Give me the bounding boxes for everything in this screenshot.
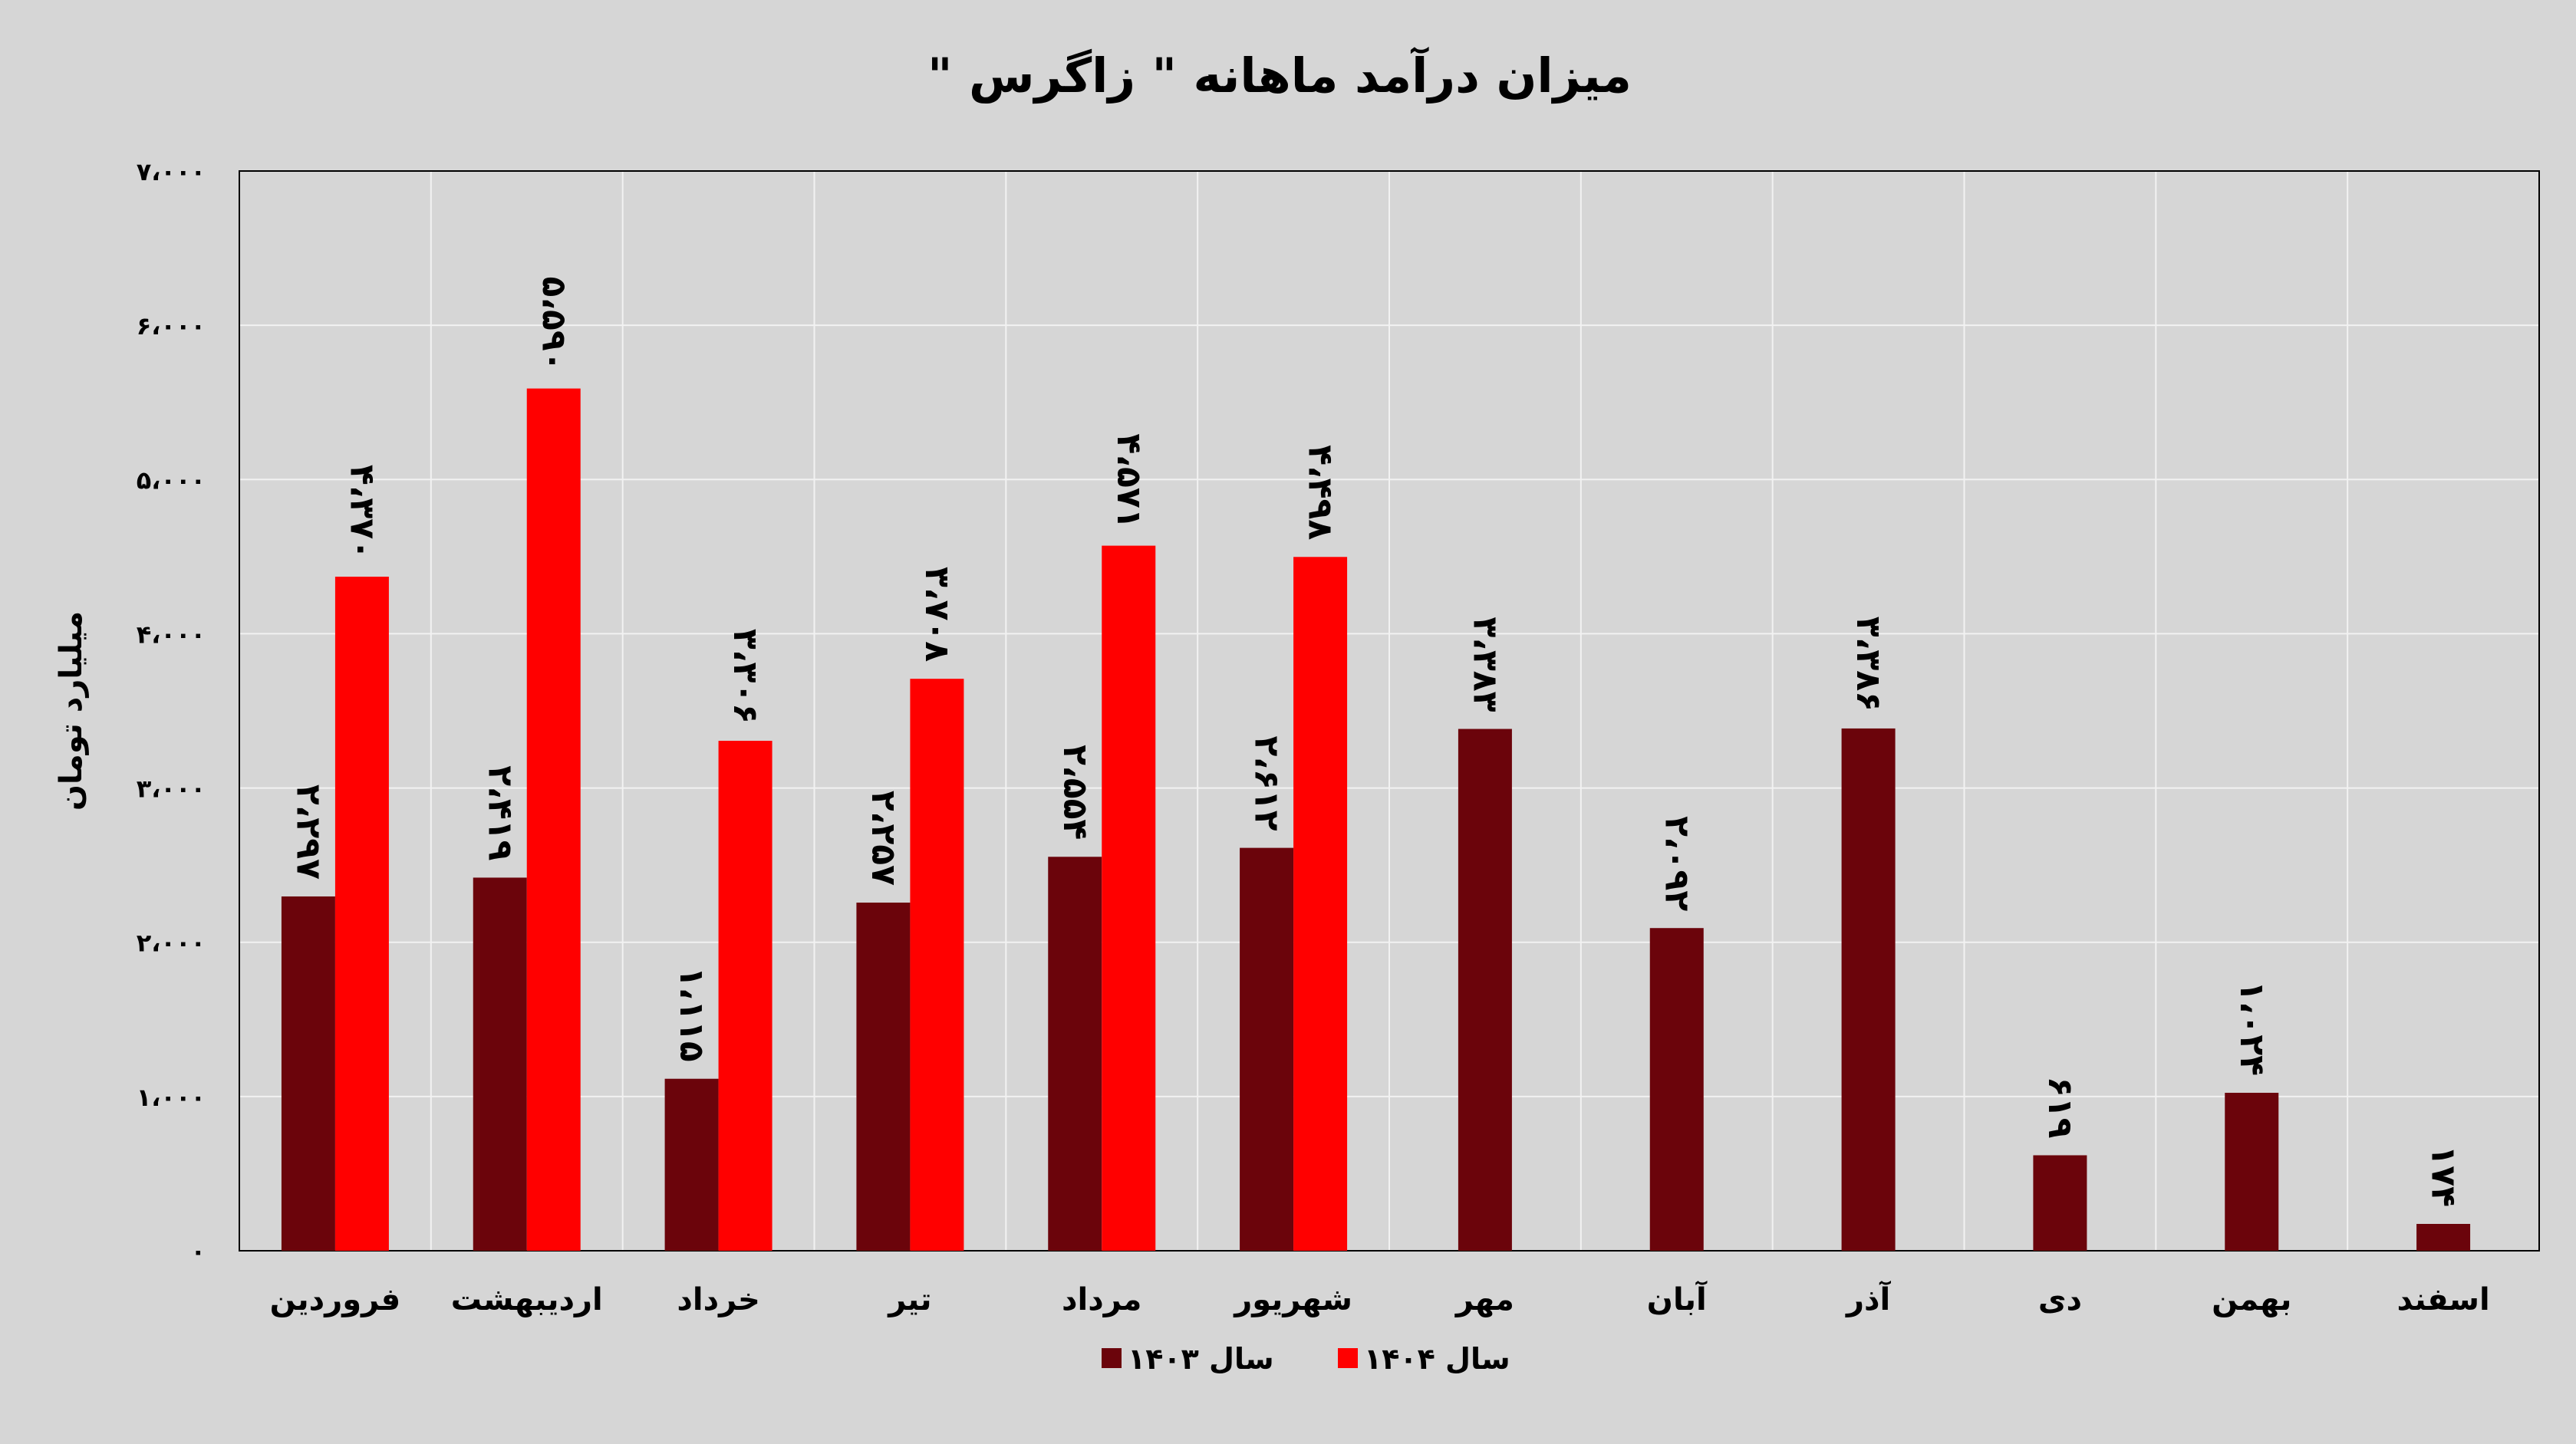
chart-title: میزان درآمد ماهانه " زاگرس " [927,46,1632,104]
bar [1841,728,1896,1251]
y-tick-label: ۱،۰۰۰ [137,1083,206,1112]
data-label: ۲،۲۹۷ [288,784,328,880]
y-tick-label: ۷،۰۰۰ [137,157,206,186]
x-tick-label: تیر [887,1282,931,1317]
x-tick-label: اسفند [2396,1282,2489,1317]
legend-swatch [1338,1348,1358,1368]
bar [526,388,581,1251]
data-label: ۱،۰۲۴ [2232,981,2271,1076]
plot-frame [239,170,2540,1252]
legend-label: سال ۱۴۰۴ [1364,1342,1510,1376]
bar [910,679,964,1251]
bar [2416,1224,2471,1251]
legend: سال ۱۴۰۴ سال ۱۴۰۳ [1102,1342,1510,1376]
x-tick-label: اردیبهشت [451,1282,603,1317]
data-label: ۴،۴۹۸ [1301,445,1340,540]
data-label: ۲،۴۱۹ [480,765,519,860]
gridlines [239,171,2539,1251]
y-tick-label: ۴،۰۰۰ [137,620,206,649]
y-axis-title: میلیارد تومان [54,611,89,811]
y-tick-label: ۲،۰۰۰ [137,929,206,958]
bar [281,896,335,1251]
data-label: ۳،۳۰۶ [726,629,765,724]
data-label: ۶۱۹ [2041,1077,2080,1139]
data-label: ۲،۲۵۷ [864,791,903,886]
legend-label: سال ۱۴۰۳ [1128,1342,1274,1376]
data-label: ۱۷۴ [2424,1145,2463,1207]
bar [334,577,389,1251]
data-label: ۲،۶۱۲ [1247,735,1286,831]
x-tick-label: شهریور [1233,1282,1352,1317]
y-tick-label: ۶،۰۰۰ [137,311,206,340]
x-axis: فروردین اردیبهشت خرداد تیر مرداد شهریور مهر آبا… [270,1280,2490,1317]
bars [281,388,2471,1251]
y-axis: ۰ ۱،۰۰۰ ۲،۰۰۰ ۳،۰۰۰ ۴،۰۰۰ ۵،۰۰۰ ۶،۰۰۰ ۷،۰۰۰ [137,157,206,1266]
data-label: ۳،۷۰۸ [917,567,957,662]
x-tick-label: آبان [1647,1280,1708,1317]
data-label: ۱،۱۱۵ [672,967,711,1062]
bar [2225,1093,2279,1251]
y-tick-label: ۵،۰۰۰ [137,465,206,495]
bar [718,741,772,1251]
bar [1102,545,1156,1251]
bar [856,903,911,1251]
x-tick-label: آذر [1845,1280,1892,1317]
bar [1240,847,1294,1251]
y-tick-label: ۳،۰۰۰ [137,775,206,804]
bar [473,877,527,1251]
data-label: ۳،۳۸۳ [1465,617,1504,712]
bar [1048,857,1102,1251]
bar [2033,1155,2087,1251]
data-label: ۲،۰۹۲ [1657,816,1696,911]
x-tick-label: مرداد [1062,1282,1141,1317]
y-tick-label: ۰ [190,1237,206,1266]
data-label: ۲،۵۵۴ [1056,745,1095,840]
x-tick-label: بهمن [2212,1282,2291,1317]
bar [1458,729,1512,1251]
bar [664,1078,719,1251]
data-label: ۴،۵۷۱ [1109,433,1148,528]
legend-swatch [1102,1348,1122,1368]
data-label: ۳،۳۸۶ [1849,617,1888,712]
x-tick-label: خرداد [677,1282,759,1317]
bar [1293,557,1348,1251]
data-label: ۵،۵۹۰ [534,276,573,371]
data-labels: ۲،۲۹۷ ۴،۳۷۰ ۲،۴۱۹ ۵،۵۹۰ ۱،۱۱۵ ۳،۳۰۶ ۲،۲۵۷ ۳،۷۰۸… [288,276,2462,1207]
data-label: ۴،۳۷۰ [342,465,381,560]
x-tick-label: فروردین [270,1282,401,1317]
x-tick-label: دی [2038,1282,2082,1317]
bar [1649,928,1704,1251]
x-tick-label: مهر [1454,1282,1514,1317]
